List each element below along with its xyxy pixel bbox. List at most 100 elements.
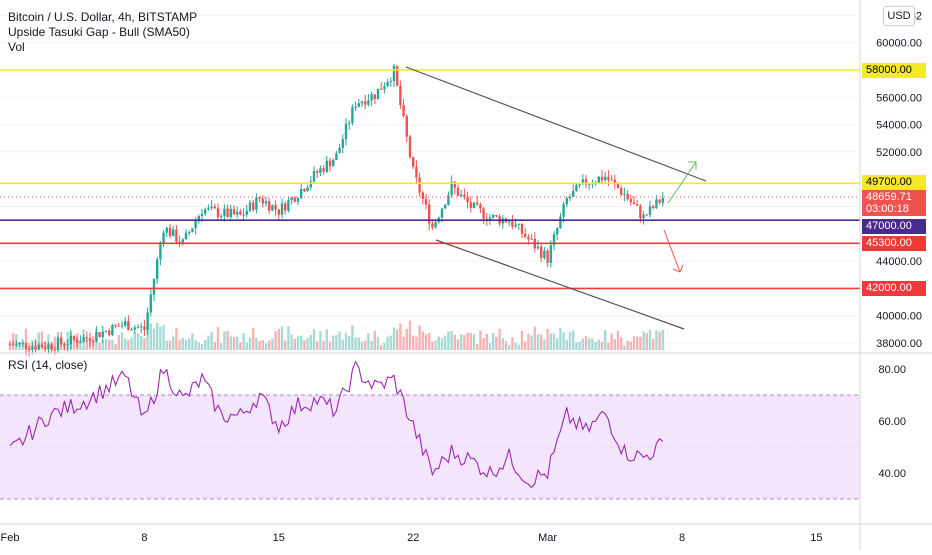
last-price-countdown: 03:00:18 [866,203,909,215]
volume-bar [200,344,204,350]
candle-body [492,215,495,218]
volume-bar [498,328,501,350]
volume-bar [204,340,207,350]
volume-bar [296,336,300,350]
candle-body [133,327,136,330]
candle-body [527,236,530,240]
volume-bar [392,327,396,350]
candle-body [168,227,172,237]
volume-bar [140,336,143,350]
candle-body [428,204,431,224]
volume-bar [546,328,549,350]
candle-body [495,215,498,217]
volume-bar [533,326,536,350]
candle-body [152,278,156,295]
volume-bar [588,338,591,350]
candle-body [613,179,616,184]
currency-button[interactable]: USD [883,6,915,26]
candle-body [600,176,604,181]
volume-bar [268,340,271,350]
volume-bar [495,336,498,350]
volume-bar [207,336,210,350]
volume-bar [335,334,338,350]
indicator-name: Upside Tasuki Gap - Bull (SMA50) [8,25,190,39]
volume-bar [511,337,514,350]
volume-bar [648,329,652,350]
candle-body [482,208,485,219]
candle-body [280,203,284,215]
candle-body [597,176,600,183]
level-tag-42000: 42000.00 [862,281,926,296]
candle-body [463,194,466,198]
volume-bar [277,328,280,350]
candle-body [149,294,152,313]
candle-body [360,101,364,104]
candle-body [620,188,623,195]
candle-body [338,147,341,154]
volume-bar [114,343,117,350]
time-axis-label: 8 [679,532,685,544]
price-tick-label: 60000.00 [876,38,922,50]
candle-body [165,227,168,233]
candle-body [328,160,332,167]
candle-body [632,202,636,205]
candle-body [588,183,591,185]
up-arrow-head [688,161,697,170]
candle-body [66,344,69,346]
volume-bar [232,337,236,350]
candle-body [284,203,287,211]
candle-body [636,204,639,206]
volume-bar [216,327,220,350]
candle-body [277,209,280,215]
candle-body [376,88,380,100]
volume-bar [133,331,136,350]
volume-bar [300,335,303,350]
candle-body [524,233,527,237]
candle-body [568,196,572,199]
volume-bar [620,337,623,350]
volume-bar [274,331,277,350]
candle-body [92,341,95,343]
rsi-axis-ticks: 80.00 60.00 40.00 [878,364,906,480]
candle-body [85,337,88,339]
candle-body [645,214,648,216]
volume-bar [437,336,440,350]
candle-body [21,342,24,344]
volume-bar [626,340,629,350]
volume-bar [210,332,213,350]
volume-bar [578,341,581,350]
volume-bar [293,338,296,350]
time-axis-label: 8 [141,532,147,544]
volume-bar [220,343,223,350]
candle-body [319,168,322,173]
volume-bar [194,340,197,350]
volume-bar [616,330,620,350]
candle-body [248,202,252,211]
volume-bar [629,341,632,350]
volume-bar [386,336,389,350]
candle-body [303,189,306,192]
volume-bar [104,338,108,350]
candle-body [511,221,514,227]
volume-bar [463,335,466,350]
volume-bar [661,329,664,350]
volume-bar [514,342,517,350]
volume-bar [636,336,639,350]
candle-body [578,184,581,186]
volume-bar [581,338,584,350]
channel-upper-line [405,66,707,182]
candle-body [290,197,293,201]
candle-body [264,201,268,204]
volume-bar [248,337,252,350]
volume-bar [428,332,431,350]
volume-bar [376,337,380,350]
candle-body [223,208,226,217]
volume-bar [645,332,648,350]
volume-bar [239,342,242,350]
volume-bar [604,330,607,350]
volume-bar [306,337,309,350]
candle-body [40,344,44,348]
candle-body [130,329,133,331]
candle-body [239,211,242,215]
